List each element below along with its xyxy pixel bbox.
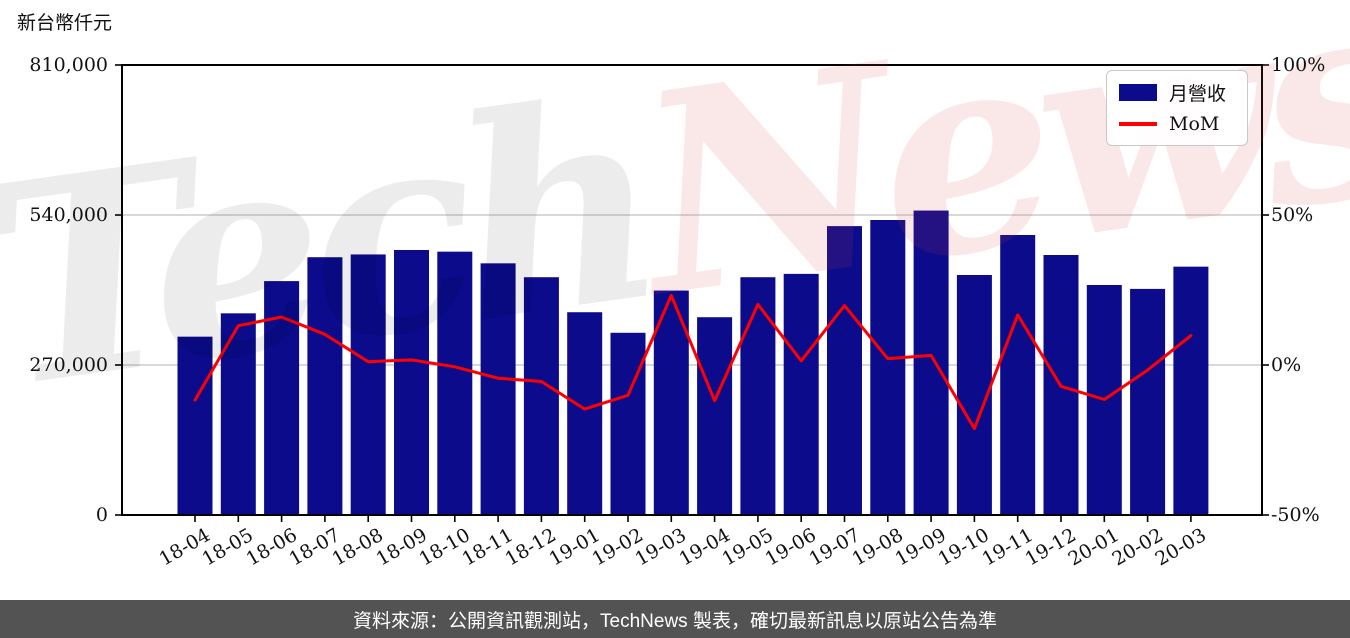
bar-19-08 (870, 220, 906, 515)
bar-19-06 (783, 273, 819, 515)
bar-19-03 (653, 290, 689, 515)
bar-18-10 (437, 251, 473, 515)
source-caption-bar: 資料來源：公開資訊觀測站，TechNews 製表，確切最新訊息以原站公告為準 (0, 600, 1350, 638)
axis-title-left: 新台幣仟元 (17, 12, 113, 34)
bar-18-05 (220, 313, 256, 515)
legend: 月營收 MoM (1106, 70, 1248, 146)
plot-border (121, 64, 1263, 516)
bar-19-11 (1000, 235, 1036, 515)
bar-19-07 (827, 226, 862, 515)
revenue-bar-swatch (1119, 83, 1157, 101)
bar-19-05 (740, 277, 776, 515)
bar-18-12 (523, 277, 559, 515)
bar-18-08 (350, 254, 386, 515)
bar-19-01 (567, 312, 603, 515)
bar-19-04 (697, 317, 733, 515)
bar-20-03 (1173, 266, 1209, 515)
bar-18-11 (480, 263, 516, 515)
legend-revenue-label: 月營收 (1169, 82, 1227, 105)
mom-line (193, 293, 1193, 431)
legend-item-mom: MoM (1107, 111, 1247, 137)
mom-line-swatch (1119, 122, 1157, 126)
bar-18-09 (394, 250, 429, 515)
bar-20-02 (1130, 288, 1166, 515)
bar-18-07 (307, 257, 343, 515)
bar-19-02 (610, 332, 646, 515)
bar-18-04 (177, 336, 213, 515)
source-caption-text: 資料來源：公開資訊觀測站，TechNews 製表，確切最新訊息以原站公告為準 (353, 610, 997, 632)
legend-item-revenue: 月營收 (1107, 79, 1247, 105)
legend-mom-label: MoM (1169, 113, 1220, 135)
bar-19-09 (913, 210, 949, 516)
